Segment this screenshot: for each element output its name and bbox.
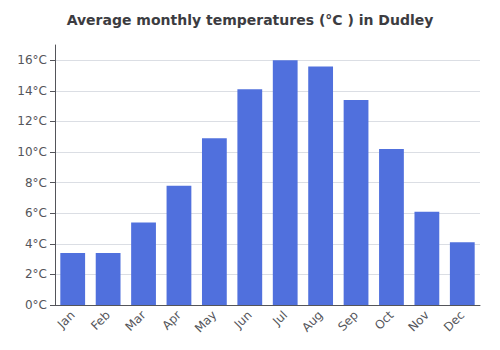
- svg-text:10°C: 10°C: [17, 145, 47, 159]
- svg-text:Aug: Aug: [299, 308, 325, 334]
- svg-text:4°C: 4°C: [25, 237, 47, 251]
- svg-text:Jan: Jan: [54, 308, 78, 332]
- svg-text:0°C: 0°C: [25, 298, 47, 312]
- svg-text:Apr: Apr: [159, 308, 184, 333]
- svg-text:May: May: [192, 308, 219, 335]
- svg-text:2°C: 2°C: [25, 267, 47, 281]
- svg-text:8°C: 8°C: [25, 176, 47, 190]
- svg-text:Sep: Sep: [335, 308, 361, 334]
- svg-text:Average monthly temperatures (: Average monthly temperatures (°C ) in Du…: [67, 12, 434, 28]
- svg-text:Jun: Jun: [231, 308, 255, 332]
- svg-text:Mar: Mar: [123, 308, 149, 334]
- svg-text:12°C: 12°C: [17, 114, 47, 128]
- svg-text:Nov: Nov: [405, 308, 431, 334]
- svg-text:Jul: Jul: [269, 308, 290, 329]
- svg-text:6°C: 6°C: [25, 206, 47, 220]
- svg-text:Oct: Oct: [372, 308, 397, 333]
- svg-text:16°C: 16°C: [17, 53, 47, 67]
- svg-text:14°C: 14°C: [17, 84, 47, 98]
- svg-text:Feb: Feb: [88, 308, 113, 333]
- svg-text:Dec: Dec: [441, 308, 467, 334]
